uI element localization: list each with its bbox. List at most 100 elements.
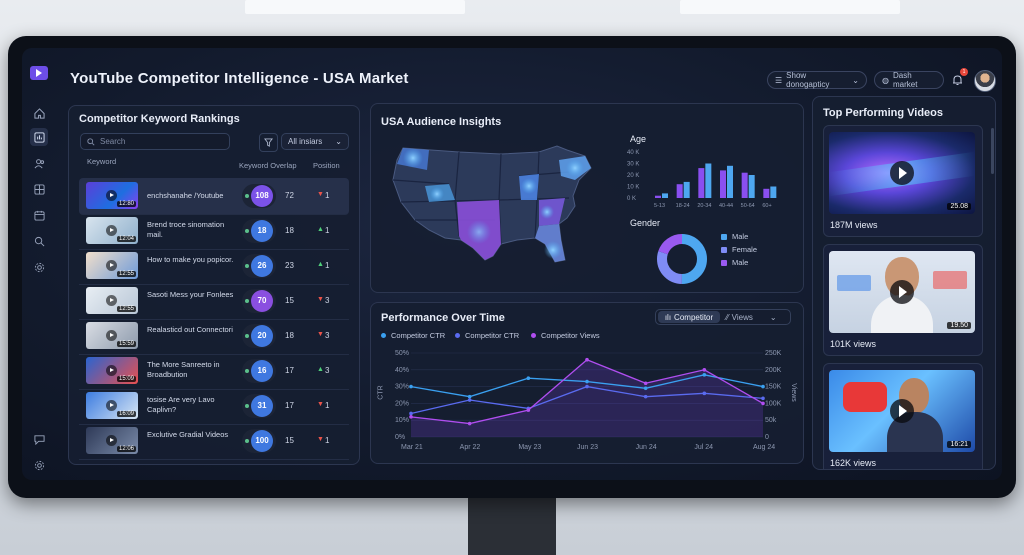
position-value: 1 — [325, 191, 330, 200]
ctr-tick: 0% — [395, 434, 405, 441]
video-duration: 15:59 — [116, 341, 136, 347]
keyword-row[interactable]: 15:09 The More Sanreeto in Broadbution 16 1… — [79, 353, 349, 390]
ctr-tick: 10% — [395, 417, 409, 424]
data-point[interactable] — [409, 411, 413, 416]
play-icon[interactable] — [890, 280, 914, 304]
video-card[interactable]: 19.50 101K views — [823, 244, 983, 356]
show-dropdown-button[interactable]: ☰ Show donogapticy ⌄ — [767, 71, 867, 89]
youtube-logo-icon[interactable] — [30, 66, 48, 80]
play-icon[interactable] — [890, 161, 914, 185]
keyword-row[interactable]: 12:80 enchshanahe /Youtube 108 72 ▼ 1 — [79, 178, 349, 215]
keyword-row[interactable]: 16:09 tosise Are very Lavo Caplivn? 31 17 ▼ 1 — [79, 388, 349, 425]
avatar[interactable] — [974, 70, 996, 92]
data-point[interactable] — [409, 384, 413, 389]
settings-icon[interactable] — [30, 258, 48, 276]
data-point[interactable] — [585, 379, 589, 384]
data-point[interactable] — [761, 396, 765, 401]
data-point[interactable] — [409, 415, 413, 419]
calendar-icon[interactable] — [30, 206, 48, 224]
keyword-row[interactable]: 12:04 Brend troce sinomation mail. 18 18 ▲ 1 — [79, 213, 349, 250]
filter-button[interactable] — [259, 133, 278, 152]
insights-filter-select[interactable]: All insiars ⌄ — [281, 133, 349, 150]
views-area — [411, 359, 763, 437]
keyword-video-thumbnail[interactable]: 12:55 — [86, 287, 138, 314]
toggle-views[interactable]: ⁄⁄ Views ⌄ — [726, 311, 788, 323]
keyword-video-thumbnail[interactable]: 12:55 — [86, 252, 138, 279]
video-duration: 12:55 — [116, 306, 136, 312]
chat-icon[interactable] — [30, 430, 48, 448]
toggle-competitor[interactable]: ılı Competitor — [658, 311, 720, 323]
grid-icon[interactable] — [30, 180, 48, 198]
monitor: YouTube Competitor Intelligence - USA Ma… — [8, 36, 1016, 498]
data-point[interactable] — [526, 376, 531, 380]
keyword-text: enchshanahe /Youtube — [147, 191, 224, 200]
data-point[interactable] — [643, 394, 648, 399]
analytics-icon[interactable] — [30, 128, 48, 146]
videos-scrollbar[interactable] — [991, 128, 994, 174]
trend-up-icon: ▲ — [317, 261, 324, 268]
legend-dot — [531, 333, 536, 338]
data-point[interactable] — [585, 384, 589, 389]
users-icon[interactable] — [30, 154, 48, 172]
chevron-down-icon: ⌄ — [852, 75, 859, 85]
status-dot — [245, 194, 249, 198]
keyword-video-thumbnail[interactable]: 16:09 — [86, 392, 138, 419]
ceiling-light — [245, 0, 465, 14]
metric-toggle: ılı Competitor ⁄⁄ Views ⌄ — [655, 309, 791, 325]
chart-legend-item[interactable]: Competitor CTR — [381, 331, 445, 340]
bell-icon[interactable] — [952, 74, 963, 86]
data-point[interactable] — [643, 386, 648, 391]
video-duration: 16:09 — [116, 411, 136, 417]
search-analytics-icon[interactable] — [30, 232, 48, 250]
data-point[interactable] — [467, 421, 472, 426]
dash-market-button[interactable]: ◍ Dash market — [874, 71, 944, 89]
age-x-tick: 5-13 — [654, 203, 665, 209]
keyword-overlap-value: 17 — [285, 401, 294, 410]
gear-icon[interactable] — [30, 456, 48, 474]
data-point[interactable] — [643, 381, 648, 386]
chart-legend-item[interactable]: Competitor Views — [531, 331, 600, 340]
keyword-text: The More Sanreeto in Broadbution — [147, 360, 220, 379]
home-icon[interactable] — [30, 104, 48, 122]
keyword-row[interactable]: 15:59 Realasticd out Connectori 20 18 ▼ 3 — [79, 318, 349, 355]
keyword-row[interactable]: 12:55 Sasoti Mess your Fonlees 70 15 ▼ 3 — [79, 283, 349, 320]
keyword-video-thumbnail[interactable]: 15:09 — [86, 357, 138, 384]
search-input[interactable]: Search — [80, 133, 230, 150]
video-duration: 12:80 — [116, 201, 136, 207]
keyword-overlap-value: 15 — [285, 436, 294, 445]
age-x-tick: 40-44 — [719, 203, 733, 209]
keyword-video-thumbnail[interactable]: 12:06 — [86, 427, 138, 454]
age-bar — [763, 188, 770, 198]
trend-down-icon: ▼ — [317, 331, 324, 338]
data-point[interactable] — [526, 408, 531, 412]
x-tick: Jun 24 — [636, 444, 657, 451]
keyword-row[interactable]: 12:55 How to make you popicor. 26 23 ▲ 1 — [79, 248, 349, 285]
video-card[interactable]: 25.08 187M views — [823, 125, 983, 237]
keyword-row[interactable]: 12:06 Exclutive Gradial Videos 100 15 ▼ 1 — [79, 423, 349, 460]
data-point[interactable] — [585, 357, 589, 362]
age-bar — [662, 193, 668, 198]
ctr-tick: 20% — [395, 400, 409, 407]
data-point[interactable] — [467, 394, 472, 399]
video-card[interactable]: 16:21 162K views — [823, 363, 983, 469]
data-point[interactable] — [702, 373, 707, 377]
data-point[interactable] — [761, 401, 765, 406]
keyword-text: Sasoti Mess your Fonlees — [147, 290, 234, 299]
keyword-video-thumbnail[interactable]: 12:80 — [86, 182, 138, 209]
data-point[interactable] — [467, 398, 472, 402]
age-bar — [698, 168, 705, 198]
overlap-score-pill: 18 — [242, 219, 276, 243]
data-point[interactable] — [761, 384, 765, 389]
keyword-video-thumbnail[interactable]: 15:59 — [86, 322, 138, 349]
keyword-video-thumbnail[interactable]: 12:04 — [86, 217, 138, 244]
play-icon[interactable] — [890, 399, 914, 423]
data-point[interactable] — [702, 368, 707, 372]
bar-chart-icon: ılı — [664, 312, 672, 322]
overlap-score-pill: 70 — [242, 289, 276, 313]
gender-donut-chart — [657, 234, 707, 284]
chart-legend-item[interactable]: Competitor CTR — [455, 331, 519, 340]
column-header-overlap: Keyword Overlap — [239, 161, 297, 170]
data-point[interactable] — [702, 391, 707, 396]
legend-label: Competitor CTR — [391, 331, 446, 340]
play-icon — [106, 260, 117, 271]
